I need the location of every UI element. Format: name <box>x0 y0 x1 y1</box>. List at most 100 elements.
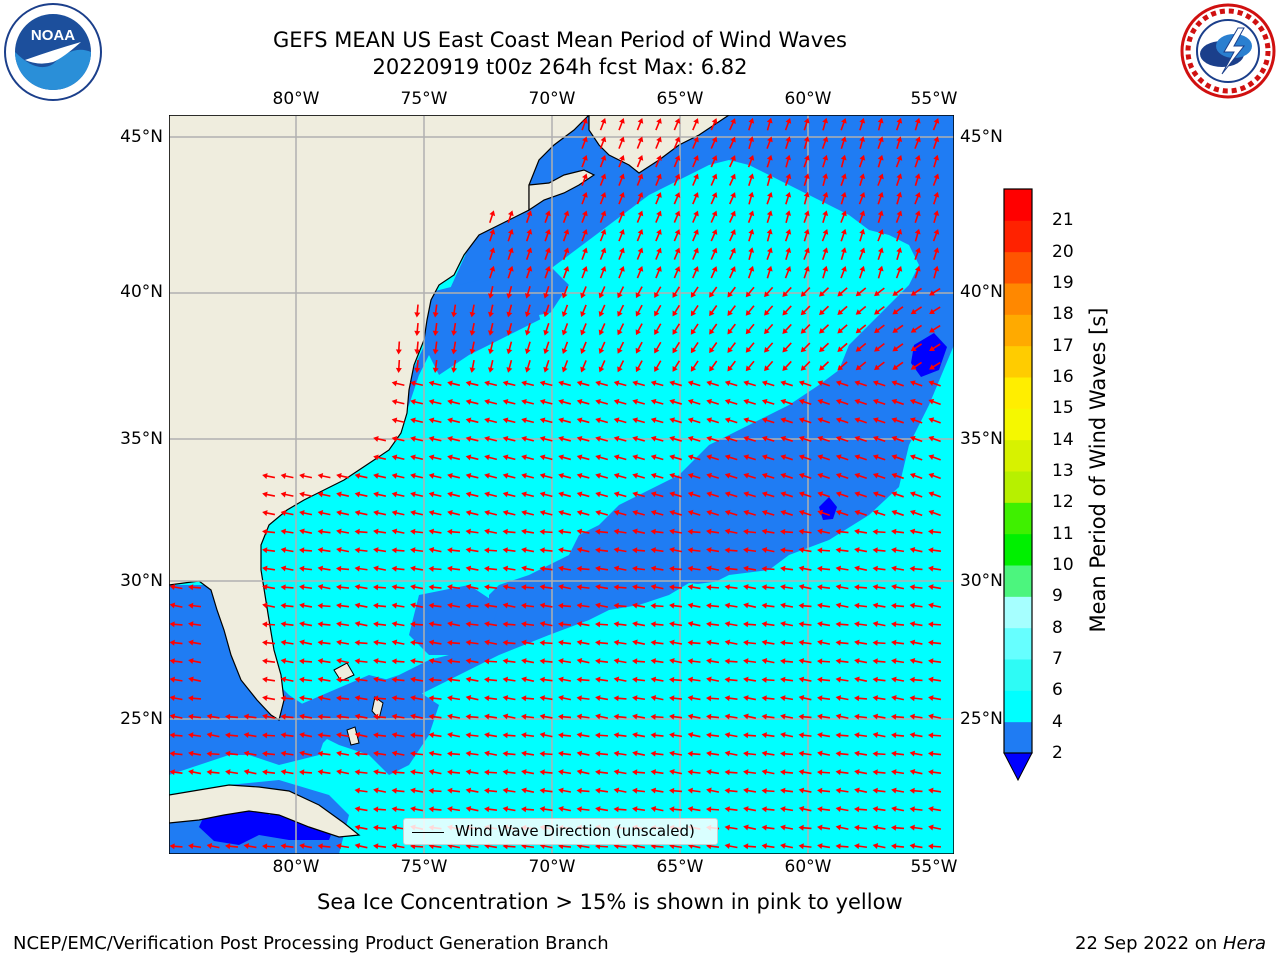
wave-direction-arrow <box>469 304 476 318</box>
wave-direction-arrow <box>803 191 810 205</box>
wave-direction-arrow <box>709 286 718 298</box>
wave-direction-arrow <box>669 676 683 683</box>
wave-direction-arrow <box>543 304 550 318</box>
wave-direction-arrow <box>650 380 664 387</box>
wave-direction-arrow <box>595 528 609 535</box>
wave-direction-arrow <box>650 565 664 572</box>
wave-direction-arrow <box>928 621 942 628</box>
wave-direction-arrow <box>858 210 866 223</box>
wave-direction-arrow <box>854 658 868 664</box>
lat-tick-right-4: 30°N <box>960 571 1003 591</box>
wave-direction-arrow <box>428 491 442 498</box>
wave-direction-arrow <box>506 341 513 355</box>
wave-direction-arrow <box>428 510 442 516</box>
wave-direction-arrow <box>706 528 720 535</box>
wave-direction-arrow <box>410 473 424 479</box>
wave-direction-arrow <box>581 228 588 242</box>
wave-direction-arrow <box>632 602 646 609</box>
wave-direction-arrow <box>687 732 701 738</box>
wave-direction-arrow <box>613 602 627 609</box>
wave-direction-arrow <box>502 602 516 609</box>
wave-direction-arrow <box>764 360 774 372</box>
wave-direction-arrow <box>914 136 921 149</box>
wave-direction-arrow <box>872 509 886 517</box>
wave-direction-arrow <box>576 750 590 757</box>
wave-direction-arrow <box>544 210 551 223</box>
wave-direction-arrow <box>835 769 849 776</box>
wave-direction-arrow <box>317 732 331 739</box>
wave-direction-arrow <box>354 750 368 757</box>
wave-direction-arrow <box>632 806 646 813</box>
wave-direction-arrow <box>489 210 496 223</box>
wave-direction-arrow <box>524 360 531 373</box>
wave-direction-arrow <box>280 750 294 757</box>
wave-direction-arrow <box>576 658 590 664</box>
wave-direction-arrow <box>872 528 886 535</box>
wave-direction-arrow <box>169 750 183 757</box>
wave-direction-arrow <box>502 380 516 387</box>
wave-direction-arrow <box>650 435 664 442</box>
wave-direction-arrow <box>729 118 736 131</box>
wave-direction-arrow <box>317 473 331 479</box>
wave-direction-arrow <box>595 676 609 683</box>
wave-direction-arrow <box>928 602 942 609</box>
wave-direction-arrow <box>914 154 921 168</box>
wave-direction-arrow <box>673 192 681 205</box>
wave-direction-arrow <box>724 417 738 424</box>
wave-direction-arrow <box>262 695 276 702</box>
wave-direction-arrow <box>169 695 183 701</box>
wave-direction-arrow <box>262 750 276 757</box>
wave-direction-arrow <box>928 454 941 461</box>
lon-tick-top-4: 65°W <box>656 89 704 109</box>
wave-direction-arrow <box>299 510 313 516</box>
wave-direction-arrow <box>798 454 812 461</box>
wave-direction-arrow <box>188 769 202 775</box>
lon-tick-top-6: 55°W <box>910 89 958 109</box>
wave-direction-arrow <box>672 286 681 298</box>
wave-direction-arrow <box>743 380 756 387</box>
wave-direction-arrow <box>488 341 494 355</box>
wave-direction-arrow <box>169 713 183 720</box>
wave-direction-arrow <box>909 621 923 628</box>
wave-direction-arrow <box>687 658 701 665</box>
wave-direction-arrow <box>558 491 572 498</box>
colorbar-tick-label: 14 <box>1052 429 1074 450</box>
wave-direction-arrow <box>613 639 627 646</box>
wave-direction-arrow <box>877 136 884 149</box>
wave-direction-arrow <box>822 173 829 187</box>
wave-direction-arrow <box>558 584 572 590</box>
wave-direction-arrow <box>391 824 405 831</box>
lat-tick-right-5: 25°N <box>960 709 1003 729</box>
wave-direction-arrow <box>465 621 479 628</box>
wave-direction-arrow <box>669 695 683 702</box>
wave-direction-arrow <box>891 824 905 831</box>
wave-direction-arrow <box>743 417 756 424</box>
wave-direction-arrow <box>373 658 387 665</box>
wave-direction-arrow <box>206 732 220 738</box>
wave-direction-arrow <box>929 343 941 351</box>
wave-direction-arrow <box>766 247 773 260</box>
wave-direction-arrow <box>524 341 531 355</box>
wave-direction-arrow <box>336 473 350 479</box>
wave-direction-arrow <box>761 528 775 535</box>
wave-direction-arrow <box>891 528 905 535</box>
lon-tick-bottom-3: 70°W <box>528 857 576 877</box>
wave-direction-arrow <box>877 247 884 260</box>
wave-direction-arrow <box>835 658 849 665</box>
wave-direction-arrow <box>909 472 923 480</box>
wave-direction-arrow <box>877 265 884 279</box>
wave-direction-arrow <box>595 584 609 591</box>
wave-direction-arrow <box>724 584 738 591</box>
wave-direction-arrow <box>373 787 387 794</box>
wave-direction-arrow <box>821 191 829 205</box>
wave-direction-arrow <box>784 173 792 186</box>
wave-direction-arrow <box>895 155 903 168</box>
wave-direction-arrow <box>914 210 921 223</box>
wave-direction-arrow <box>928 769 942 776</box>
wave-direction-arrow <box>354 806 368 813</box>
wave-direction-arrow <box>428 399 442 405</box>
wave-direction-arrow <box>872 472 886 480</box>
wave-direction-arrow <box>928 565 942 572</box>
wave-direction-arrow <box>932 173 940 186</box>
wave-direction-arrow <box>891 732 905 739</box>
